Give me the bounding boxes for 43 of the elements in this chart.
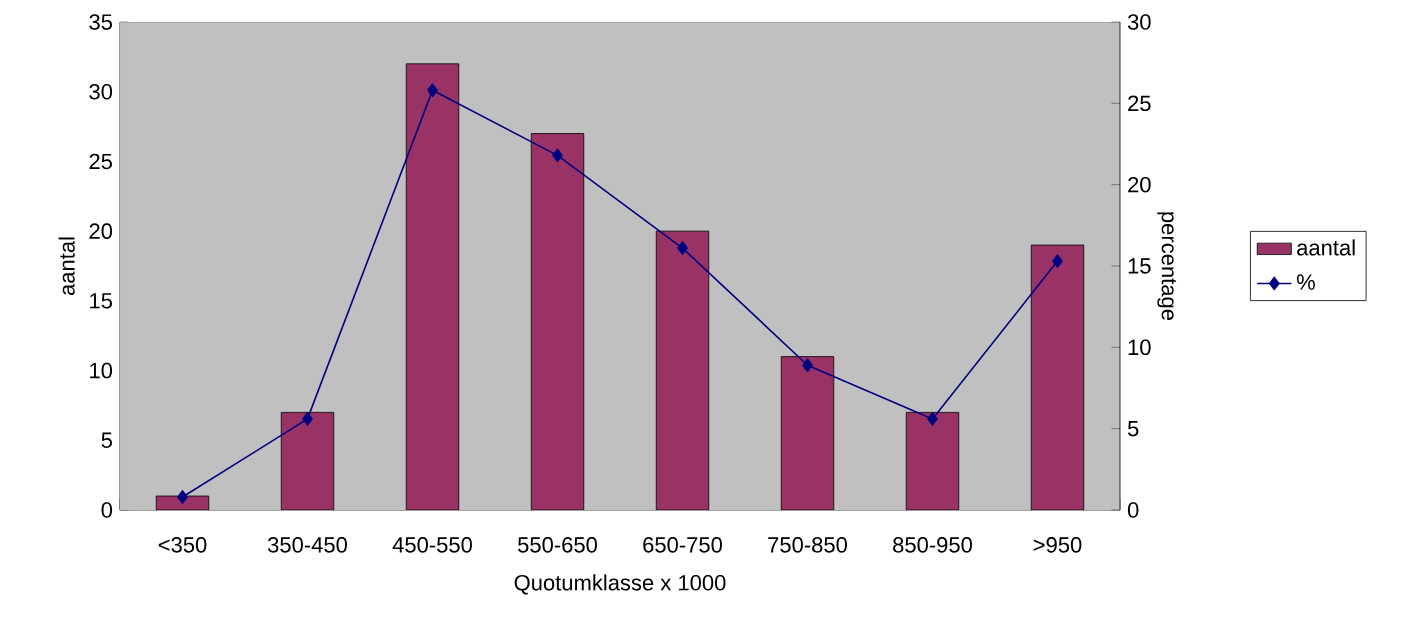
bar (531, 133, 584, 510)
x-tick-label: 550-650 (518, 537, 597, 553)
y-tick-label: 10 (90, 362, 113, 379)
x-axis-title: Quotumklasse x 1000 (514, 574, 726, 595)
point (1052, 254, 1063, 268)
y-tick-label: 5 (101, 432, 112, 448)
bar (781, 356, 834, 510)
y-axis-title: aantal (58, 237, 75, 296)
y2-axis-title: percentage (1157, 212, 1177, 321)
y-tick-label: 35 (89, 14, 112, 30)
y-tick-label: 30 (89, 83, 113, 100)
point (802, 358, 813, 373)
point (927, 412, 938, 426)
bar (1030, 244, 1085, 510)
y2-tick-label: 20 (1128, 176, 1151, 193)
point (177, 490, 188, 504)
y2-tick-label: 25 (1128, 95, 1151, 112)
x-tick-label: <350 (158, 537, 207, 553)
legend-label: aantal (1297, 239, 1355, 256)
bar (406, 63, 459, 510)
point (677, 241, 688, 255)
bar (656, 231, 709, 510)
y-tick-label: 0 (101, 502, 113, 518)
y2-tick-label: 10 (1128, 339, 1151, 356)
y2-tick-label: 30 (1127, 14, 1151, 30)
y2-tick-label: 0 (1127, 502, 1139, 518)
legend-label: % (1296, 274, 1315, 290)
x-tick-label: >950 (1033, 537, 1082, 553)
y2-tick-label: 15 (1128, 258, 1151, 274)
bar (906, 412, 959, 510)
x-tick-label: 750-850 (768, 537, 847, 553)
point (302, 412, 313, 426)
x-tick-label: 650-750 (643, 537, 722, 553)
y2-tick-label: 5 (1127, 420, 1139, 437)
y-tick-label: 20 (89, 223, 113, 239)
bar (281, 412, 334, 510)
x-tick-label: 450-550 (392, 537, 472, 553)
y-tick-label: 15 (90, 293, 112, 309)
y-tick-label: 25 (89, 153, 112, 170)
point (552, 148, 563, 163)
point (427, 83, 438, 98)
x-tick-label: 350-450 (267, 537, 347, 553)
x-tick-label: 850-950 (893, 537, 972, 553)
